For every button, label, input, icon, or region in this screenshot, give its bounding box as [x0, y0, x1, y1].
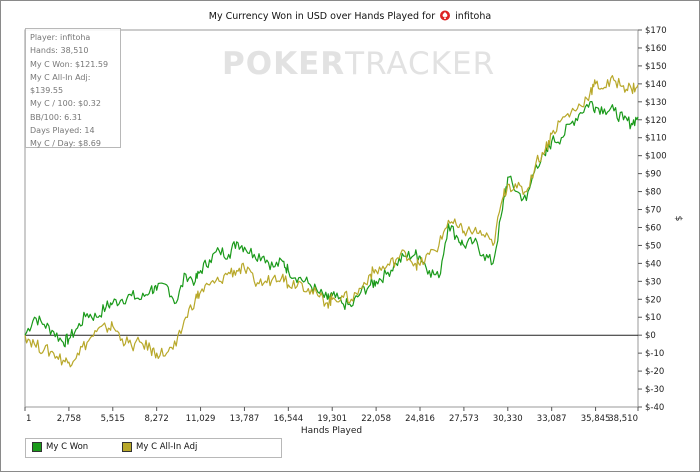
y-tick-label: $90 — [645, 170, 661, 180]
x-tick-label: 27,573 — [449, 414, 479, 424]
x-tick-label: 2,758 — [57, 414, 81, 424]
y-tick-label: $170 — [645, 26, 667, 36]
y-tick-label: $30 — [645, 277, 661, 287]
stat-hands: Hands: 38,510 — [30, 46, 89, 56]
y-tick-label: $130 — [645, 98, 667, 108]
y-tick-label: $110 — [645, 134, 667, 144]
spade-player-icon — [440, 10, 451, 24]
x-tick-label: 5,515 — [101, 414, 125, 424]
y-tick-label: $150 — [645, 62, 667, 72]
x-tick-label: 33,087 — [537, 414, 567, 424]
stat-per-day: My C / Day: $8.69 — [30, 139, 101, 149]
x-tick-label: 8,272 — [144, 414, 168, 424]
y-tick-label: $10 — [645, 313, 661, 323]
chart-title-text: My Currency Won in USD over Hands Played… — [208, 11, 436, 22]
x-tick-label: 16,544 — [273, 414, 303, 424]
legend-item-won[interactable]: My C Won — [32, 442, 88, 452]
x-tick-label: 11,029 — [186, 414, 216, 424]
y-tick-label: $140 — [645, 80, 667, 90]
legend-swatch-allin-adj — [122, 442, 132, 452]
series-line-my-c-all-in-adj — [24, 75, 639, 368]
y-tick-label: $160 — [645, 44, 667, 54]
y-tick-label: $-30 — [645, 385, 664, 395]
pokertracker-watermark: POKERTRACKER — [222, 46, 495, 82]
y-tick-label: $0 — [645, 331, 656, 341]
x-tick-label: 35,845 — [581, 414, 611, 424]
stat-days-played: Days Played: 14 — [30, 126, 95, 136]
legend-label-won: My C Won — [46, 442, 89, 452]
watermark-tracker: TRACKER — [345, 46, 496, 82]
stat-allin-adj: My C All-In Adj: $139.55 — [30, 72, 91, 96]
x-tick-label: 13,787 — [230, 414, 260, 424]
chart-legend: My C Won My C All-In Adj — [25, 438, 282, 458]
plot-area-border — [24, 29, 639, 408]
y-tick-label: $20 — [645, 295, 661, 305]
y-tick-label: $100 — [645, 152, 667, 162]
x-tick-label: 19,301 — [317, 414, 347, 424]
legend-label-allin-adj: My C All-In Adj — [136, 442, 198, 452]
x-axis-label: Hands Played — [301, 426, 362, 436]
y-tick-label: $-10 — [645, 349, 664, 359]
x-tick-label: 38,510 — [608, 414, 638, 424]
y-tick-label: $120 — [645, 116, 667, 126]
player-name: infitoha — [455, 11, 492, 22]
y-axis-label: $ — [673, 216, 683, 222]
legend-item-allin-adj[interactable]: My C All-In Adj — [122, 442, 197, 452]
y-tick-label: $-20 — [645, 367, 664, 377]
stat-per-100: My C / 100: $0.32 — [30, 99, 101, 109]
stat-bb-100: BB/100: 6.31 — [30, 112, 82, 122]
x-tick-label: 24,816 — [405, 414, 435, 424]
x-tick-label: 1 — [26, 414, 31, 424]
y-tick-label: $70 — [645, 206, 661, 216]
y-tick-label: $50 — [645, 241, 661, 251]
stat-player: Player: infitoha — [30, 33, 91, 42]
y-tick-label: $-40 — [645, 403, 664, 413]
chart-title: My Currency Won in USD over Hands Played… — [0, 10, 700, 24]
x-tick-label: 30,330 — [493, 414, 523, 424]
stats-box: Player: infitoha Hands: 38,510 My C Won:… — [25, 28, 121, 148]
legend-swatch-won — [32, 442, 42, 452]
x-tick-label: 22,058 — [361, 414, 391, 424]
watermark-poker: POKER — [222, 46, 346, 82]
y-tick-label: $40 — [645, 259, 661, 269]
y-tick-label: $60 — [645, 223, 661, 233]
y-tick-label: $80 — [645, 188, 661, 198]
stat-won: My C Won: $121.59 — [30, 59, 109, 69]
